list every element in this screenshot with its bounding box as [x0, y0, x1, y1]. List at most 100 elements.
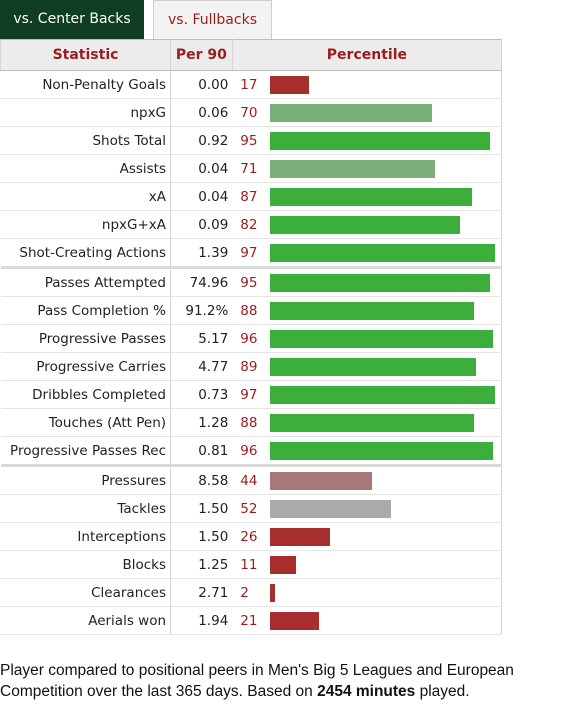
percentile-value: 95	[232, 126, 270, 155]
percentile-bar-cell	[269, 210, 502, 239]
percentile-bar-track	[269, 583, 501, 602]
percentile-bar-cell	[269, 126, 502, 155]
percentile-bar-track	[269, 131, 501, 150]
stat-label-npxg-xa: npxG+xA	[0, 210, 172, 239]
table-row: Blocks 1.25 11	[0, 550, 502, 579]
per90-value: 1.39	[170, 238, 233, 268]
percentile-bar-track	[269, 527, 501, 546]
percentile-bar-track	[269, 471, 501, 490]
percentile-bar-track	[269, 103, 501, 122]
percentile-bar	[269, 385, 495, 404]
percentile-bar-cell	[269, 578, 502, 607]
percentile-value: 88	[232, 408, 270, 437]
table-row: Touches (Att Pen) 1.28 88	[0, 408, 502, 437]
caption-minutes: 2454 minutes	[317, 683, 416, 700]
table-row: Shot-Creating Actions 1.39 97	[0, 238, 502, 268]
percentile-bar-track	[269, 413, 501, 432]
percentile-bar-track	[269, 75, 501, 94]
stat-label-progressive-passes-rec: Progressive Passes Rec	[0, 436, 172, 466]
stat-label-interceptions: Interceptions	[0, 522, 172, 551]
percentile-bar-cell	[269, 550, 502, 579]
stat-label-shot-creating-actions: Shot-Creating Actions	[0, 238, 172, 268]
percentile-value: 11	[232, 550, 270, 579]
comparison-tabs: vs. Center Backs vs. Fullbacks	[0, 0, 587, 39]
percentile-bar-track	[269, 301, 501, 320]
percentile-bar	[269, 215, 460, 234]
header-per90[interactable]: Per 90	[170, 39, 233, 71]
per90-value: 1.50	[170, 522, 233, 551]
table-row: Shots Total 0.92 95	[0, 126, 502, 155]
stat-label-touches-att-pen: Touches (Att Pen)	[0, 408, 172, 437]
percentile-bar-cell	[269, 436, 502, 466]
percentile-bar	[269, 441, 493, 460]
per90-value: 0.92	[170, 126, 233, 155]
percentile-bar-cell	[269, 464, 502, 495]
header-percentile[interactable]: Percentile	[231, 39, 503, 71]
per90-value: 8.58	[170, 464, 233, 495]
percentile-bar	[269, 471, 372, 490]
percentile-bar-cell	[269, 324, 502, 353]
percentile-bar-track	[269, 243, 501, 262]
stat-label-assists: Assists	[0, 154, 172, 183]
percentile-value: 44	[232, 464, 270, 495]
per90-value: 1.50	[170, 494, 233, 523]
per90-value: 5.17	[170, 324, 233, 353]
percentile-bar	[269, 499, 391, 518]
percentile-bar-cell	[269, 380, 502, 409]
percentile-value: 95	[232, 266, 270, 297]
per90-value: 0.00	[170, 70, 233, 99]
percentile-bar	[269, 611, 319, 630]
percentile-bar-cell	[269, 522, 502, 551]
stat-label-progressive-passes: Progressive Passes	[0, 324, 172, 353]
footnote-caption: Player compared to positional peers in M…	[0, 660, 587, 702]
table-row: Non-Penalty Goals 0.00 17	[0, 70, 502, 99]
percentile-value: 2	[232, 578, 270, 607]
per90-value: 4.77	[170, 352, 233, 381]
percentile-bar-track	[269, 215, 501, 234]
stat-label-pressures: Pressures	[0, 464, 172, 495]
table-row: Interceptions 1.50 26	[0, 522, 502, 551]
percentile-bar-track	[269, 273, 501, 292]
header-statistic[interactable]: Statistic	[0, 39, 172, 71]
percentile-bar-cell	[269, 606, 502, 635]
per90-value: 2.71	[170, 578, 233, 607]
table-row: npxG+xA 0.09 82	[0, 210, 502, 239]
percentile-bar-track	[269, 187, 501, 206]
stat-label-clearances: Clearances	[0, 578, 172, 607]
percentile-bar	[269, 413, 474, 432]
stat-label-tackles: Tackles	[0, 494, 172, 523]
percentile-value: 89	[232, 352, 270, 381]
percentile-bar-track	[269, 441, 501, 460]
per90-value: 91.2%	[170, 296, 233, 325]
table-row: Tackles 1.50 52	[0, 494, 502, 523]
percentile-bar-track	[269, 611, 501, 630]
percentile-bar-cell	[269, 182, 502, 211]
percentile-bar-cell	[269, 408, 502, 437]
tab-vs-fullbacks[interactable]: vs. Fullbacks	[153, 0, 272, 39]
percentile-bar-track	[269, 329, 501, 348]
percentile-bar-track	[269, 385, 501, 404]
table-row: Assists 0.04 71	[0, 154, 502, 183]
percentile-bar	[269, 103, 432, 122]
per90-value: 1.28	[170, 408, 233, 437]
per90-value: 0.04	[170, 182, 233, 211]
stat-label-xa: xA	[0, 182, 172, 211]
table-row: Dribbles Completed 0.73 97	[0, 380, 502, 409]
stat-label-aerials-won: Aerials won	[0, 606, 172, 635]
table-row: Clearances 2.71 2	[0, 578, 502, 607]
table-row: Progressive Passes 5.17 96	[0, 324, 502, 353]
percentile-bar	[269, 583, 275, 602]
percentile-bar	[269, 527, 330, 546]
per90-value: 1.94	[170, 606, 233, 635]
percentile-value: 88	[232, 296, 270, 325]
per90-value: 0.04	[170, 154, 233, 183]
percentile-bar	[269, 273, 490, 292]
table-row: Aerials won 1.94 21	[0, 606, 502, 635]
percentile-bar-cell	[269, 154, 502, 183]
per90-value: 0.09	[170, 210, 233, 239]
tab-vs-center-backs[interactable]: vs. Center Backs	[0, 0, 144, 39]
percentile-value: 96	[232, 324, 270, 353]
percentile-value: 26	[232, 522, 270, 551]
percentile-value: 97	[232, 238, 270, 268]
caption-suffix: played.	[415, 683, 470, 700]
